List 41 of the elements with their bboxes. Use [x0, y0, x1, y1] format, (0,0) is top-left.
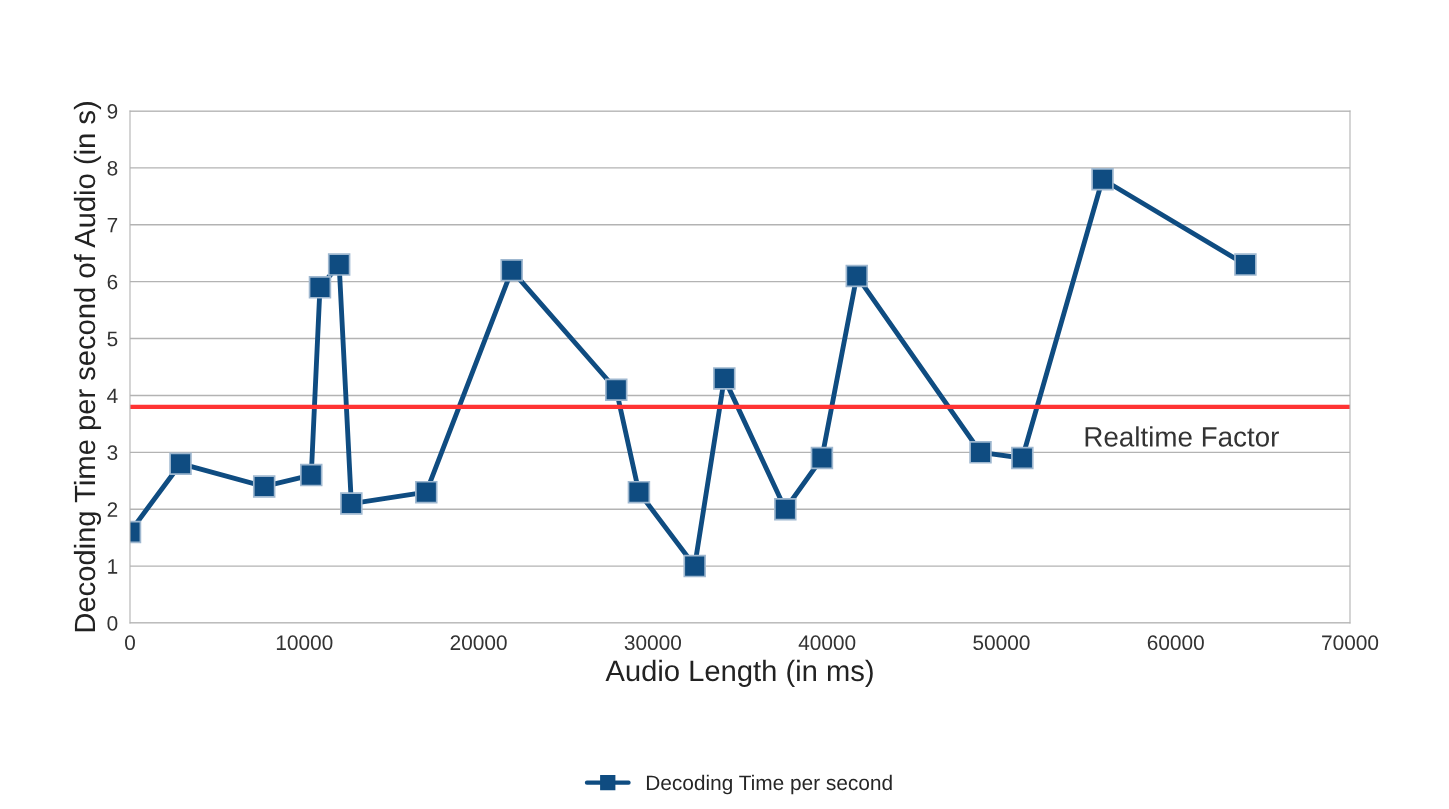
x-tick-label: 50000 — [973, 635, 1030, 651]
y-tick-label: 5 — [107, 331, 118, 347]
point — [774, 497, 797, 521]
point — [327, 253, 351, 276]
x-tick-label: 70000 — [1322, 635, 1379, 651]
legend-label: Decoding Time per second — [646, 774, 892, 795]
y-tick-label: 1 — [108, 559, 118, 574]
point — [969, 441, 992, 464]
y-tick-label: 3 — [107, 445, 118, 461]
point — [308, 276, 332, 299]
x-axis-title: Audio Length (in ms) — [605, 659, 873, 687]
x-tick-label: 40000 — [798, 635, 856, 651]
x-tick-label: 30000 — [624, 635, 682, 651]
x-tick-label: 10000 — [276, 635, 333, 651]
y-tick-label: 0 — [107, 616, 118, 631]
point — [340, 492, 363, 515]
point — [845, 264, 869, 288]
ref-line-label: Realtime Factor — [1085, 426, 1279, 447]
point — [1091, 168, 1114, 191]
y-tick-label: 8 — [107, 160, 118, 176]
x-tick-label: 20000 — [450, 635, 507, 651]
point — [810, 446, 834, 470]
y-tick-label: 2 — [107, 502, 118, 517]
point — [500, 259, 523, 282]
point — [605, 378, 628, 402]
point — [252, 475, 276, 498]
point — [627, 480, 651, 504]
point — [169, 452, 192, 475]
y-tick-label: 9 — [107, 104, 118, 119]
x-tick-label: 60000 — [1147, 635, 1204, 651]
point — [1234, 253, 1257, 276]
point — [713, 367, 736, 390]
y-tick-label: 4 — [107, 388, 118, 403]
y-tick-label: 6 — [107, 274, 118, 290]
point — [683, 554, 706, 578]
y-axis-title: Decoding Time per second of Audio (in s) — [73, 102, 102, 632]
point — [415, 480, 438, 504]
x-tick-label: 0 — [125, 635, 135, 651]
point — [1011, 446, 1034, 470]
point — [300, 463, 323, 487]
y-tick-label: 7 — [107, 217, 118, 233]
